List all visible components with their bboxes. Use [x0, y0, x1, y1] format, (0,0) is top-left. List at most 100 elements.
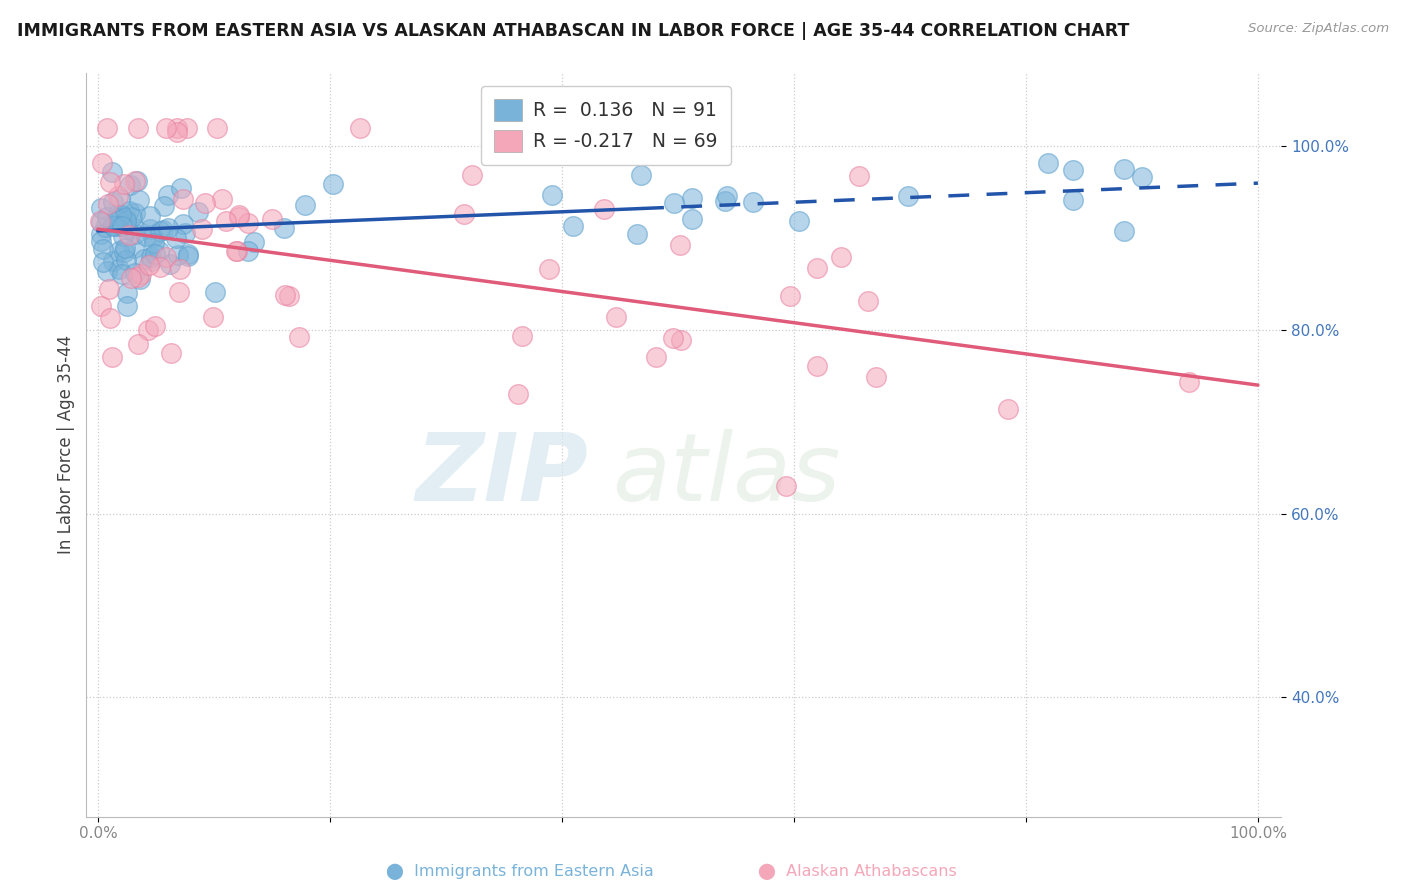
Point — [205, 121, 228, 136]
Point — [124, 174, 146, 188]
Point — [117, 203, 139, 218]
Point — [127, 270, 149, 285]
Point — [741, 195, 763, 210]
Point — [124, 206, 146, 220]
Point — [125, 174, 148, 188]
Point — [136, 323, 159, 337]
Point — [143, 247, 166, 261]
Legend: R =  0.136   N = 91, R = -0.217   N = 69: R = 0.136 N = 91, R = -0.217 N = 69 — [481, 86, 731, 165]
Point — [634, 121, 657, 136]
Point — [644, 350, 666, 364]
Point — [103, 254, 125, 268]
Point — [626, 227, 648, 241]
Point — [111, 219, 134, 233]
Point — [1114, 224, 1136, 238]
Point — [806, 359, 828, 373]
Point — [165, 230, 187, 244]
Point — [115, 211, 138, 225]
Point — [593, 202, 616, 216]
Point — [228, 210, 250, 224]
Point — [201, 310, 224, 325]
Point — [91, 242, 114, 256]
Point — [132, 252, 155, 267]
Point — [152, 198, 174, 212]
Point — [107, 188, 129, 202]
Point — [90, 201, 112, 215]
Point — [98, 282, 121, 296]
Point — [114, 241, 136, 255]
Point — [228, 208, 250, 222]
Point — [139, 222, 162, 236]
Point — [226, 244, 249, 259]
Point — [174, 226, 197, 240]
Point — [194, 196, 217, 211]
Point — [897, 189, 920, 203]
Point — [118, 227, 141, 242]
Point — [103, 218, 125, 232]
Point — [848, 169, 870, 184]
Point — [166, 121, 188, 136]
Point — [856, 294, 879, 309]
Point — [506, 387, 529, 401]
Text: IMMIGRANTS FROM EASTERN ASIA VS ALASKAN ATHABASCAN IN LABOR FORCE | AGE 35-44 CO: IMMIGRANTS FROM EASTERN ASIA VS ALASKAN … — [17, 22, 1129, 40]
Point — [90, 299, 112, 313]
Point — [110, 209, 132, 223]
Point — [131, 267, 153, 281]
Point — [211, 192, 233, 206]
Point — [128, 272, 150, 286]
Point — [105, 219, 128, 233]
Point — [90, 227, 112, 241]
Point — [865, 370, 887, 384]
Point — [107, 206, 129, 220]
Point — [148, 244, 170, 258]
Point — [138, 209, 160, 223]
Point — [138, 258, 160, 272]
Point — [107, 213, 129, 227]
Point — [510, 328, 533, 343]
Point — [101, 350, 124, 364]
Point — [112, 178, 135, 192]
Point — [541, 188, 564, 202]
Point — [187, 204, 209, 219]
Point — [561, 219, 583, 234]
Point — [238, 244, 260, 259]
Point — [127, 121, 149, 136]
Point — [155, 121, 177, 136]
Text: atlas: atlas — [612, 429, 841, 520]
Point — [668, 238, 690, 252]
Point — [294, 198, 316, 212]
Point — [716, 189, 738, 203]
Point — [236, 216, 259, 230]
Point — [669, 333, 692, 347]
Point — [1038, 156, 1060, 170]
Point — [191, 222, 214, 236]
Point — [115, 286, 138, 301]
Point — [94, 220, 117, 235]
Point — [101, 195, 124, 210]
Point — [111, 229, 134, 244]
Point — [273, 220, 295, 235]
Point — [997, 402, 1019, 417]
Point — [167, 285, 190, 299]
Point — [141, 254, 163, 268]
Point — [135, 229, 157, 244]
Point — [605, 310, 627, 325]
Point — [830, 250, 852, 264]
Point — [806, 260, 828, 275]
Point — [120, 270, 142, 285]
Point — [142, 235, 165, 250]
Point — [278, 288, 301, 302]
Point — [1130, 170, 1153, 185]
Point — [169, 181, 191, 195]
Point — [149, 260, 172, 275]
Point — [156, 220, 179, 235]
Point — [775, 479, 797, 493]
Point — [288, 330, 311, 344]
Point — [661, 331, 683, 345]
Point — [122, 221, 145, 235]
Text: ⬤  Alaskan Athabascans: ⬤ Alaskan Athabascans — [758, 864, 957, 880]
Point — [349, 121, 371, 136]
Point — [120, 178, 142, 193]
Point — [124, 227, 146, 242]
Point — [166, 125, 188, 139]
